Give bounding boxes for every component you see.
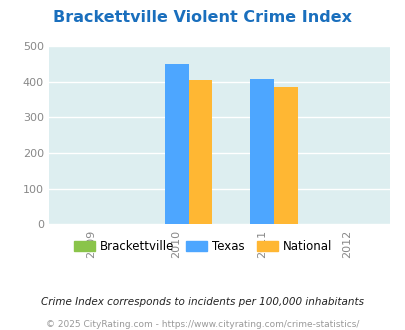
Bar <box>164 64 188 224</box>
Text: Brackettville Violent Crime Index: Brackettville Violent Crime Index <box>53 10 352 25</box>
Bar <box>249 79 273 224</box>
Bar <box>188 80 212 224</box>
Text: © 2025 CityRating.com - https://www.cityrating.com/crime-statistics/: © 2025 CityRating.com - https://www.city… <box>46 320 359 329</box>
Text: Crime Index corresponds to incidents per 100,000 inhabitants: Crime Index corresponds to incidents per… <box>41 297 364 307</box>
Legend: Brackettville, Texas, National: Brackettville, Texas, National <box>69 236 336 258</box>
Bar <box>273 87 297 224</box>
